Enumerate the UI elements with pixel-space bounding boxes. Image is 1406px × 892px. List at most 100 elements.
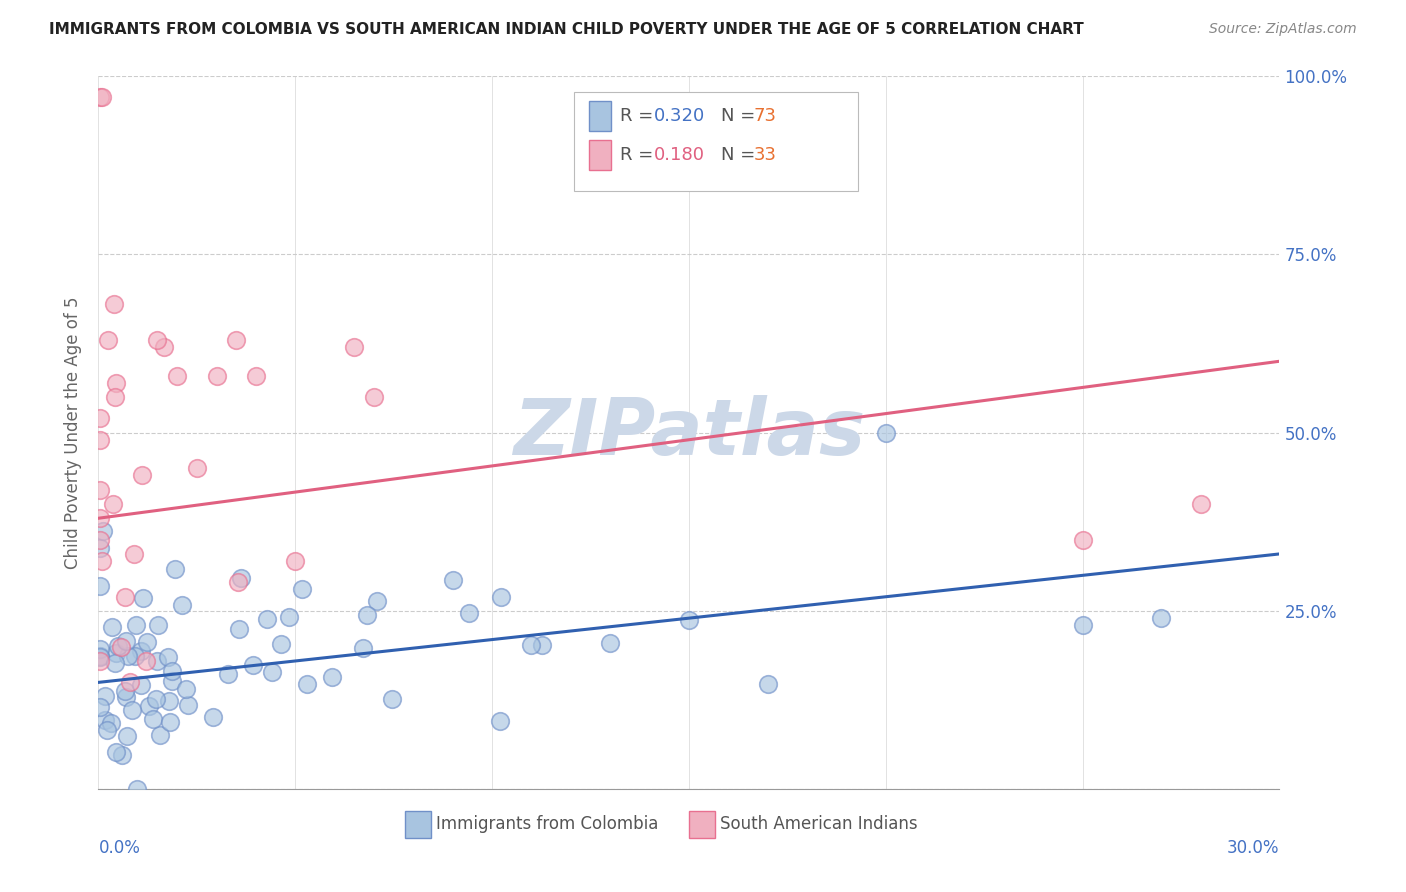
Point <box>278 610 301 624</box>
Point <box>205 368 228 383</box>
Point <box>90 554 112 568</box>
Point <box>1150 611 1173 625</box>
Point <box>875 425 897 440</box>
Point <box>103 297 125 311</box>
FancyBboxPatch shape <box>575 92 858 192</box>
Point <box>132 591 155 605</box>
Point <box>284 554 307 568</box>
Point <box>270 637 292 651</box>
Point <box>441 573 464 587</box>
Text: IMMIGRANTS FROM COLOMBIA VS SOUTH AMERICAN INDIAN CHILD POVERTY UNDER THE AGE OF: IMMIGRANTS FROM COLOMBIA VS SOUTH AMERIC… <box>49 22 1084 37</box>
Point <box>89 649 111 664</box>
Text: R =: R = <box>620 146 659 164</box>
Point <box>89 483 111 497</box>
Point <box>363 390 385 404</box>
Point <box>142 712 165 726</box>
Point <box>89 533 111 547</box>
Text: N =: N = <box>721 107 761 125</box>
Text: 0.320: 0.320 <box>654 107 704 125</box>
Point <box>153 340 176 354</box>
Point <box>129 678 152 692</box>
Bar <box>405 811 432 838</box>
Point <box>105 745 128 759</box>
Point <box>356 607 378 622</box>
Point <box>115 690 138 705</box>
Point <box>89 579 111 593</box>
Point <box>228 622 250 636</box>
Point <box>114 634 136 648</box>
Text: 0.180: 0.180 <box>654 146 704 164</box>
Point <box>104 646 127 660</box>
Text: South American Indians: South American Indians <box>720 815 917 833</box>
Point <box>110 640 132 654</box>
Point <box>94 690 117 704</box>
Point <box>186 461 208 475</box>
Point <box>217 666 239 681</box>
Point <box>94 713 117 727</box>
Point <box>160 665 183 679</box>
Point <box>107 640 129 654</box>
Point <box>90 90 112 104</box>
Point <box>149 728 172 742</box>
Point <box>157 694 180 708</box>
Point <box>118 675 141 690</box>
Point <box>166 368 188 383</box>
Point <box>111 748 134 763</box>
Point <box>129 643 152 657</box>
Point <box>228 575 250 590</box>
Point <box>160 673 183 688</box>
Text: ZIPatlas: ZIPatlas <box>513 394 865 471</box>
Point <box>256 612 278 626</box>
Text: 33: 33 <box>754 146 778 164</box>
Point <box>124 649 146 664</box>
Point <box>159 714 181 729</box>
Point <box>136 635 159 649</box>
Bar <box>589 101 612 131</box>
Point <box>104 657 127 671</box>
Text: 30.0%: 30.0% <box>1227 839 1279 857</box>
Point <box>260 665 283 679</box>
Point <box>491 591 513 605</box>
Bar <box>589 140 612 170</box>
Point <box>321 670 343 684</box>
Point <box>229 571 252 585</box>
Point <box>291 582 314 597</box>
Point <box>100 619 122 633</box>
Point <box>89 433 111 447</box>
Point <box>146 333 169 347</box>
Point <box>201 709 224 723</box>
Point <box>125 617 148 632</box>
Point <box>117 649 139 664</box>
Point <box>96 723 118 738</box>
Point <box>91 524 114 539</box>
Point <box>163 562 186 576</box>
Point <box>1071 618 1094 632</box>
Point <box>352 641 374 656</box>
Point <box>121 703 143 717</box>
Point <box>170 598 193 612</box>
Text: 73: 73 <box>754 107 778 125</box>
Point <box>146 618 169 632</box>
Point <box>89 411 111 425</box>
Point <box>174 681 197 696</box>
Point <box>530 638 553 652</box>
Point <box>138 698 160 713</box>
Point <box>135 654 157 668</box>
Point <box>599 635 621 649</box>
Point <box>89 648 111 663</box>
Point <box>366 593 388 607</box>
Point <box>756 677 779 691</box>
Point <box>489 714 512 728</box>
Point <box>125 782 148 797</box>
Point <box>381 691 404 706</box>
Point <box>100 716 122 731</box>
Text: N =: N = <box>721 146 761 164</box>
Point <box>122 547 145 561</box>
Point <box>105 376 128 390</box>
Point <box>131 468 153 483</box>
Point <box>520 638 543 652</box>
Point <box>101 497 124 511</box>
Point <box>678 613 700 627</box>
Point <box>89 511 111 525</box>
Point <box>114 684 136 698</box>
